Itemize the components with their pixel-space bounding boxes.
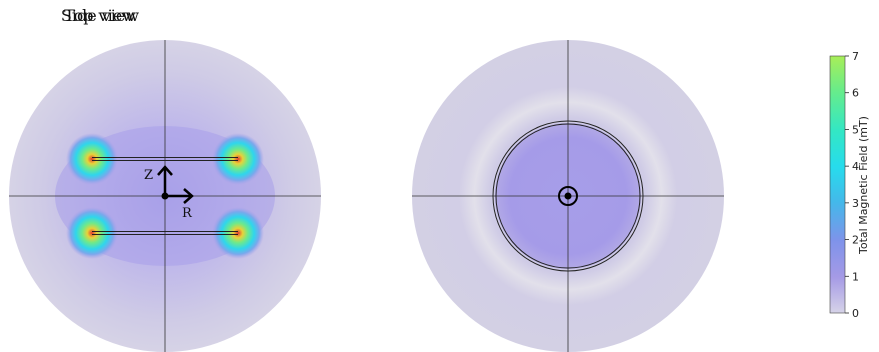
coil-hotspot-upper-left (66, 133, 118, 185)
z-axis-label: Z (144, 168, 153, 183)
colorbar-tick-label: 4 (852, 160, 859, 173)
top-view-panel (412, 40, 724, 352)
colorbar: 0 1 2 3 4 5 6 7 Total Magnetic Field (mT) (829, 50, 870, 320)
colorbar-tick-label: 2 (852, 234, 859, 247)
rz-axes-indicator: Z R (144, 165, 194, 221)
coil-ring-outer (492, 120, 644, 272)
colorbar-tick-label: 1 (852, 270, 859, 283)
coil-ring-inner (495, 123, 641, 269)
z-out-of-page-symbol (558, 186, 578, 206)
colorbar-tick-label: 6 (852, 87, 859, 100)
coil-hotspot-lower-right (212, 207, 264, 259)
coil-hotspot-upper-right (212, 133, 264, 185)
r-axis-label: R (182, 206, 193, 221)
colorbar-label: Total Magnetic Field (mT) (857, 116, 870, 255)
side-view-title: Side view (60, 6, 140, 25)
coil-hotspot-lower-left (66, 207, 118, 259)
side-view-panel: Z R (9, 40, 321, 352)
colorbar-tick-label: 5 (852, 123, 859, 136)
colorbar-gradient (829, 55, 846, 314)
colorbar-tick-label: 0 (852, 307, 859, 320)
top-view-title: Top view (64, 6, 136, 25)
colorbar-tick-label: 3 (852, 197, 859, 210)
colorbar-tick-label: 7 (852, 50, 859, 63)
